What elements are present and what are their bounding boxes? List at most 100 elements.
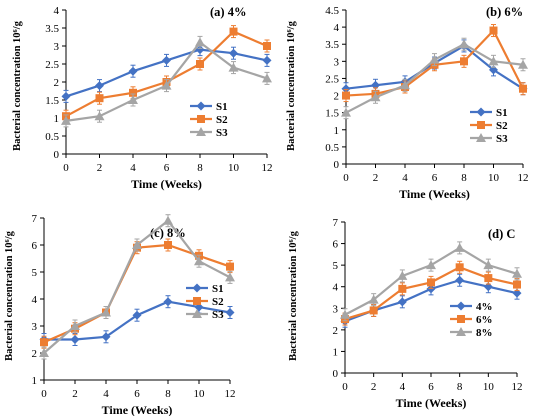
y-tick-label: 2: [333, 325, 339, 337]
y-tick-label: 3.5: [45, 23, 59, 35]
y-tick-label: 0.5: [45, 131, 59, 143]
data-point: [162, 55, 171, 65]
legend-marker: [192, 283, 202, 293]
y-tick-label: 1: [54, 113, 60, 125]
data-point: [132, 310, 142, 320]
x-tick-label: 8: [165, 388, 171, 400]
y-tick-label: 4: [333, 282, 339, 294]
chart-panel-2: 0 0.5 1 1.5 2 2.5 3 3.5 4 4.5 0 2 4 6 8 10 12 Time (Weeks…: [286, 5, 529, 201]
y-tick-label: 3: [54, 41, 60, 53]
y-tick-label: 7: [32, 213, 38, 225]
x-tick-label: 4: [402, 172, 408, 184]
data-point: [455, 263, 464, 272]
data-point: [164, 241, 172, 249]
y-tick-label: 4: [334, 22, 340, 34]
x-tick-label: 12: [262, 162, 273, 174]
data-point: [61, 115, 71, 125]
chart-title: (b) 6%: [486, 5, 523, 19]
y-axis-label: Bacterial concentration 10⁶/g: [286, 20, 297, 150]
x-tick-label: 2: [72, 388, 78, 400]
data-point: [368, 294, 379, 304]
y-tick-label: 2.5: [325, 73, 339, 85]
data-point: [488, 56, 499, 66]
y-tick-label: 6: [32, 240, 38, 252]
data-point: [129, 88, 137, 97]
x-tick-label: 10: [228, 162, 240, 174]
data-point: [101, 332, 111, 342]
legend-marker: [476, 133, 486, 142]
legend-label: 4%: [476, 301, 493, 313]
data-point: [483, 260, 494, 270]
x-tick-label: 0: [41, 388, 47, 400]
y-tick-label: 0.5: [325, 142, 339, 154]
x-tick-label: 0: [63, 162, 69, 174]
data-point: [70, 335, 80, 344]
data-point: [195, 45, 205, 55]
legend-label: S1: [212, 283, 224, 295]
x-tick-label: 8: [197, 162, 203, 174]
legend-label: S2: [216, 114, 228, 126]
data-point: [397, 270, 408, 280]
x-tick-label: 12: [512, 381, 523, 393]
legend: 4%6%8%: [450, 301, 493, 339]
legend-marker: [456, 301, 466, 311]
data-point: [228, 62, 239, 72]
y-tick-label: 4: [32, 294, 38, 306]
x-axis-label: Time (Weeks): [131, 177, 202, 191]
data-point: [484, 274, 493, 283]
legend-marker: [477, 121, 485, 129]
data-point: [369, 306, 378, 315]
legend-marker: [192, 309, 202, 318]
data-point: [194, 256, 204, 266]
data-point: [519, 84, 527, 93]
data-point: [512, 268, 522, 278]
data-point: [128, 66, 138, 76]
y-tick-label: 4.5: [325, 5, 339, 17]
series-3: [340, 241, 522, 322]
data-point: [94, 111, 105, 121]
x-tick-label: 6: [432, 172, 438, 184]
x-tick-label: 8: [457, 381, 463, 393]
x-tick-label: 8: [461, 172, 467, 184]
x-tick-label: 2: [373, 172, 379, 184]
legend-label: S2: [212, 296, 224, 308]
data-point: [400, 80, 410, 90]
legend-label: S2: [496, 120, 508, 132]
y-tick-label: 1: [333, 346, 339, 358]
y-axis-label: Bacterial concentration 10⁶/g: [12, 20, 23, 150]
y-tick-label: 1.5: [45, 95, 59, 107]
series-3: [39, 214, 235, 360]
y-tick-label: 2: [54, 77, 60, 89]
y-tick-label: 5: [333, 260, 339, 272]
series-line: [65, 30, 268, 118]
data-point: [262, 55, 272, 65]
y-tick-label: 1: [32, 375, 38, 387]
data-point: [460, 57, 468, 66]
legend-label: 6%: [476, 314, 493, 326]
data-point: [455, 275, 465, 285]
legend-label: S3: [216, 127, 228, 139]
x-tick-label: 12: [225, 388, 236, 400]
legend-label: S3: [212, 309, 224, 321]
y-tick-label: 0: [54, 149, 60, 161]
y-tick-label: 2.5: [45, 59, 59, 71]
x-tick-label: 10: [194, 388, 206, 400]
data-point: [229, 48, 238, 58]
data-point: [427, 278, 435, 287]
data-point: [262, 73, 272, 83]
data-point: [225, 308, 235, 317]
y-tick-label: 6: [333, 239, 339, 251]
series-1: [39, 295, 235, 346]
legend-marker: [197, 115, 205, 123]
data-point: [101, 307, 111, 317]
x-axis-label: Time (Weeks): [396, 396, 467, 410]
legend-marker: [196, 127, 206, 136]
data-point: [226, 262, 234, 271]
data-point: [340, 309, 350, 319]
legend-marker: [196, 101, 206, 111]
y-tick-label: 2: [32, 348, 38, 360]
legend-label: S1: [496, 107, 508, 119]
